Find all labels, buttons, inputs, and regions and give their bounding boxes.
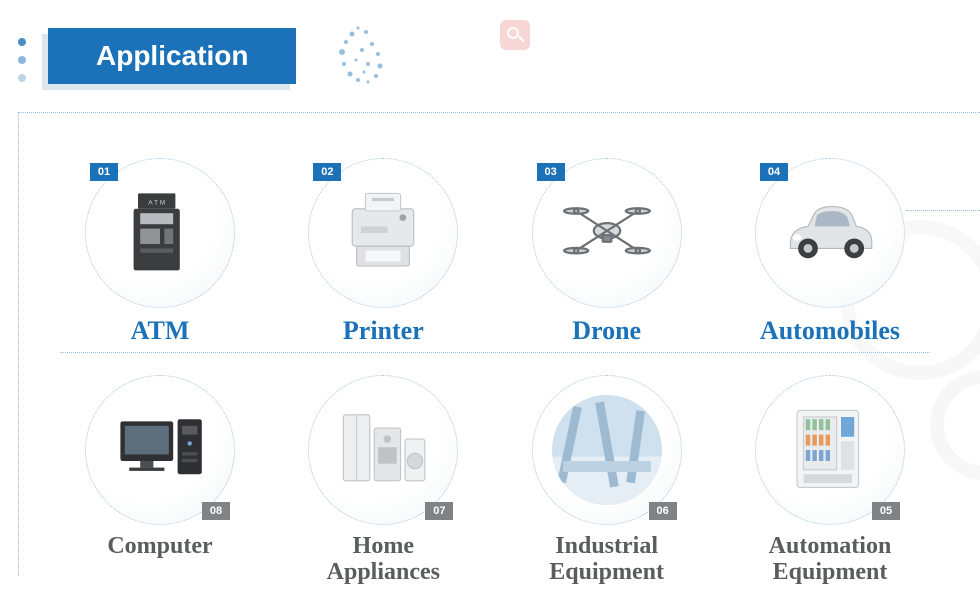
search-icon[interactable]	[500, 20, 530, 50]
drone-icon: 03	[532, 158, 682, 308]
grid-row-bottom: 08 Computer 07 Home Appliances 06 Indust…	[60, 375, 930, 586]
cell-label: ATM	[60, 316, 260, 346]
cell-label: Home Appliances	[283, 533, 483, 586]
cell-label: Automobiles	[730, 316, 930, 346]
badge-number: 07	[425, 502, 453, 520]
application-grid: 01 A T M ATM 02 Printer 03 Drone 04 Au	[60, 158, 930, 608]
badge-number: 06	[649, 502, 677, 520]
cell-label: Automation Equipment	[730, 533, 930, 586]
cell-atm: 01 A T M ATM	[60, 158, 260, 346]
vending-icon: 05	[755, 375, 905, 525]
ai-head-icon	[318, 20, 398, 100]
cell-computer: 08 Computer	[60, 375, 260, 586]
printer-icon: 02	[308, 158, 458, 308]
badge-number: 03	[537, 163, 565, 181]
computer-icon: 08	[85, 375, 235, 525]
cell-drone: 03 Drone	[507, 158, 707, 346]
svg-text:A T M: A T M	[148, 199, 165, 206]
cell-industrial-equipment: 06 Industrial Equipment	[507, 375, 707, 586]
page-title: Application	[48, 28, 296, 84]
industrial-icon: 06	[532, 375, 682, 525]
appliance-icon: 07	[308, 375, 458, 525]
grid-row-top: 01 A T M ATM 02 Printer 03 Drone 04 Au	[60, 158, 930, 353]
cell-label: Drone	[507, 316, 707, 346]
cell-label: Industrial Equipment	[507, 533, 707, 586]
header-dots-icon	[18, 38, 26, 82]
badge-number: 05	[872, 502, 900, 520]
badge-number: 08	[202, 502, 230, 520]
badge-number: 02	[313, 163, 341, 181]
car-icon: 04	[755, 158, 905, 308]
badge-number: 01	[90, 163, 118, 181]
badge-number: 04	[760, 163, 788, 181]
cell-home-appliances: 07 Home Appliances	[283, 375, 483, 586]
cell-automation-equipment: 05 Automation Equipment	[730, 375, 930, 586]
header: Application	[18, 20, 962, 90]
cell-automobiles: 04 Automobiles	[730, 158, 930, 346]
cell-label: Computer	[60, 533, 260, 559]
cell-printer: 02 Printer	[283, 158, 483, 346]
atm-icon: 01 A T M	[85, 158, 235, 308]
cell-label: Printer	[283, 316, 483, 346]
